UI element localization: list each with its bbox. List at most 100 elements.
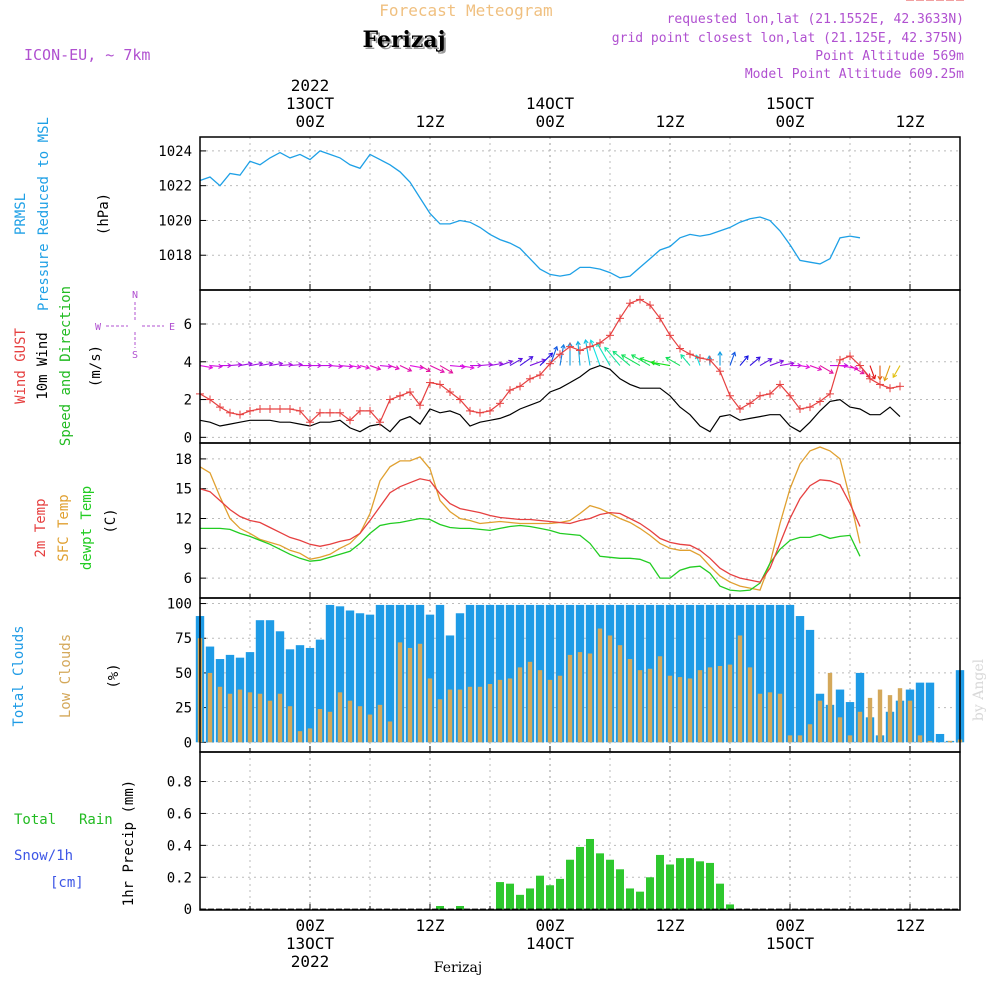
low-clouds-bar <box>747 667 753 743</box>
total-clouds-bar <box>485 604 495 743</box>
total-clouds-bar <box>835 689 845 743</box>
wind-arrow-head <box>744 355 749 361</box>
rain-bar <box>546 885 554 910</box>
rain-bar <box>686 858 694 910</box>
low-clouds-bar <box>537 670 543 743</box>
wind-arrow-head <box>528 356 534 361</box>
rain-bar <box>566 859 574 910</box>
low-clouds-bar <box>797 735 803 743</box>
total-clouds-bar <box>795 616 805 743</box>
total-clouds-bar <box>385 604 395 743</box>
wind-arrow <box>590 339 601 366</box>
temp-ytick-label: 9 <box>184 541 192 557</box>
cloud-labels: Total Clouds Low Clouds (%) <box>11 625 122 726</box>
total-clouds-bar <box>445 635 455 743</box>
low-clouds-bar <box>507 678 513 743</box>
wind-arrow <box>399 365 412 372</box>
precip-ytick-label: 0 <box>184 902 192 918</box>
total-clouds-bar <box>925 682 935 743</box>
wind-arrow <box>519 356 534 367</box>
rain-bar <box>636 891 644 910</box>
pressure-line <box>199 150 861 279</box>
low-clouds-bar <box>437 699 443 743</box>
total-clouds-bar <box>755 604 765 743</box>
pressure-ytick-label: 1022 <box>158 179 192 195</box>
rain-bar <box>666 864 674 910</box>
compass-n: N <box>132 290 138 301</box>
total-clouds-bar <box>315 639 325 743</box>
low-clouds-bar <box>497 679 503 743</box>
total-clouds-bar <box>505 604 515 743</box>
rain-bar <box>456 906 464 910</box>
wind-arrow <box>199 365 213 369</box>
wind-arrow <box>759 358 772 367</box>
low-clouds-bar <box>667 675 673 743</box>
total-clouds-bar <box>475 604 485 743</box>
total-clouds-bar <box>355 613 365 743</box>
low-clouds-bar <box>247 692 253 743</box>
wind-arrow <box>779 362 794 367</box>
total-clouds-bar <box>335 606 345 743</box>
wind-arrow-head <box>706 355 713 360</box>
pressure-unit: (hPa) <box>96 193 112 235</box>
top-axis-label: 14OCT <box>526 94 575 113</box>
low-clouds-bar <box>487 684 493 743</box>
wind-panel: 0 2 4 6 <box>184 0 964 446</box>
wind-arrow <box>604 347 621 366</box>
low-clouds-bar <box>427 678 433 743</box>
total-clouds-bar <box>855 672 865 743</box>
temp-unit: (C) <box>103 508 119 533</box>
low-clouds-bar <box>407 647 413 743</box>
model-label: ICON-EU, ~ 7km <box>24 46 150 64</box>
top-axis-label: 12Z <box>416 112 445 131</box>
rain-bar <box>726 904 734 910</box>
wind-arrow <box>359 365 370 369</box>
wind-arrow-head <box>298 362 303 368</box>
total-clouds-bar <box>665 604 675 743</box>
credit: by Angel <box>971 658 987 721</box>
wind-arrow <box>269 362 283 367</box>
low-clouds-bar <box>397 642 403 743</box>
wind-arrow-head <box>288 362 293 368</box>
rain-bar <box>656 854 664 910</box>
chart-title: Forecast Meteogram <box>379 1 552 20</box>
wind-arrow-head <box>338 363 343 369</box>
rain-bar <box>586 838 594 910</box>
rain-bar <box>526 888 534 910</box>
total-clouds-bar <box>805 629 815 743</box>
wind-arrow-head <box>680 354 685 359</box>
low-clouds-bar <box>307 728 313 743</box>
wind-unit: (m/s) <box>88 345 104 387</box>
total-clouds-bar <box>465 604 475 743</box>
top-axis-label: 2022 <box>291 76 330 95</box>
wind-arrow <box>612 350 631 366</box>
temp-dewpt-line <box>200 517 861 592</box>
wind-arrow <box>249 362 263 367</box>
wind-arrow <box>665 357 681 367</box>
bottom-axis-label: 15OCT <box>766 934 815 953</box>
pressure-ytick-label: 1024 <box>158 144 192 160</box>
wind-arrow-head <box>877 375 883 381</box>
total-clouds-bar <box>775 604 785 743</box>
low-clouds-bar <box>637 670 643 743</box>
wind-arrow <box>279 363 293 367</box>
low-clouds-bar <box>327 711 333 743</box>
low-clouds-bar <box>257 693 263 743</box>
total-clouds-bar <box>765 604 775 743</box>
wind-arrow-head <box>805 364 811 370</box>
wind-arrow <box>479 363 493 367</box>
low-clouds-bar <box>237 689 243 743</box>
bottom-axis-label: 2022 <box>291 952 330 971</box>
wind-gust-label: Wind GUST <box>13 328 29 404</box>
bottom-axis-label: 00Z <box>536 916 565 935</box>
low-clouds-bar <box>817 700 823 743</box>
top-axis-label: 12Z <box>656 112 685 131</box>
precip-ytick-label: 0.8 <box>167 775 192 791</box>
precip-total-label: Total <box>14 812 56 828</box>
rain-bar <box>516 894 524 910</box>
wind-arrow <box>339 365 353 368</box>
clouds-ytick-label: 100 <box>167 597 192 613</box>
bottom-axis-label: 12Z <box>896 916 925 935</box>
rain-bar <box>506 883 514 910</box>
